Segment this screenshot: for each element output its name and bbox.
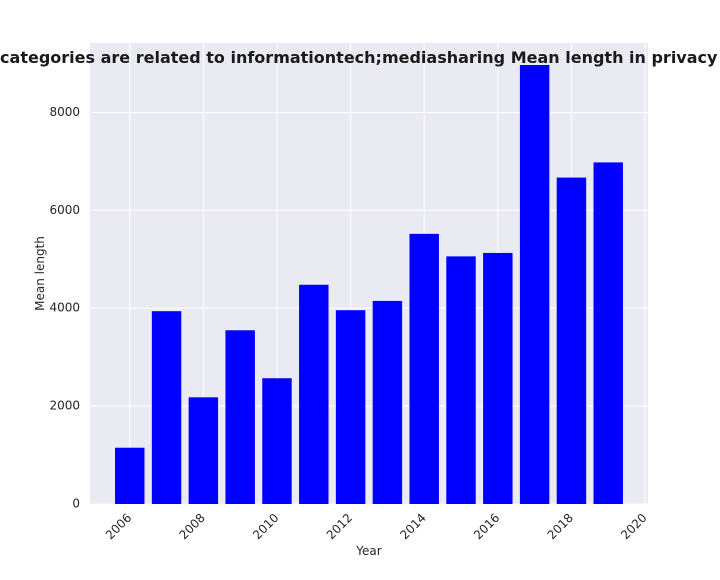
bar-2018 [556, 177, 587, 504]
x-axis-label: Year [355, 544, 381, 558]
bar-2010 [262, 378, 292, 504]
y-tick-label: 0 [72, 497, 80, 511]
x-tick-label: 2020 [618, 511, 649, 542]
bar-2009 [225, 330, 255, 504]
chart-title: Year-wise when categories are related to… [0, 48, 720, 67]
x-tick-label: 2012 [324, 511, 355, 542]
x-tick-label: 2014 [397, 511, 428, 542]
bars [115, 65, 623, 505]
grid [90, 43, 648, 505]
y-axis-label: Mean length [33, 236, 47, 311]
bar-2012 [335, 310, 366, 504]
bar-2007 [151, 311, 182, 504]
x-tick-label: 2010 [250, 511, 281, 542]
bar-2015 [446, 256, 476, 504]
y-tick-label: 8000 [49, 105, 80, 119]
bar-2017 [519, 65, 550, 505]
x-tick-label: 2008 [176, 511, 207, 542]
bar-2013 [372, 300, 403, 504]
bar-2011 [299, 284, 329, 504]
bar-2016 [483, 252, 513, 504]
x-tick-label: 2016 [471, 511, 502, 542]
bar-2006 [115, 447, 145, 504]
x-axis-ticks: 2006 2008 2010 2012 2014 2016 2018 2020 [103, 511, 650, 542]
x-tick-label: 2018 [545, 511, 576, 542]
y-tick-label: 4000 [49, 301, 80, 315]
bar-2014 [409, 233, 439, 505]
bar-2008 [188, 397, 219, 504]
x-tick-label: 2006 [103, 511, 134, 542]
plot-area [90, 43, 648, 504]
y-axis-ticks: 0 2000 4000 6000 8000 [49, 105, 80, 511]
y-tick-label: 2000 [49, 399, 80, 413]
bar-2019 [593, 162, 623, 504]
y-tick-label: 6000 [49, 203, 80, 217]
